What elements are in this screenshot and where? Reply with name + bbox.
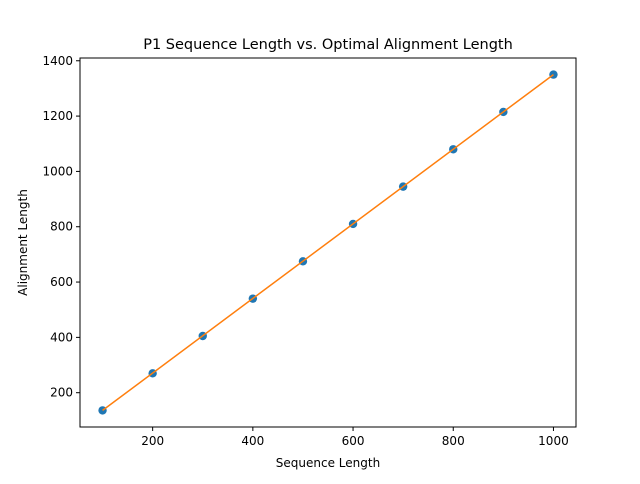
x-tick-label: 600: [342, 434, 365, 448]
y-tick-label: 1000: [42, 164, 73, 178]
x-tick-label: 200: [141, 434, 164, 448]
x-tick-label: 400: [241, 434, 264, 448]
axes-frame: [79, 57, 577, 428]
y-tick-label: 1200: [42, 109, 73, 123]
x-tick-label: 1000: [538, 434, 569, 448]
y-tick-label: 600: [50, 275, 73, 289]
fit-line: [102, 73, 554, 412]
y-tick-label: 1400: [42, 54, 73, 68]
x-axis: 200 400 600 800 1000: [141, 427, 569, 448]
chart-title: P1 Sequence Length vs. Optimal Alignment…: [143, 37, 513, 53]
y-tick-label: 800: [50, 220, 73, 234]
y-axis: 200 400 600 800 1000 1200 1400: [42, 54, 80, 400]
y-tick-label: 400: [50, 330, 73, 344]
x-tick-label: 800: [442, 434, 465, 448]
y-axis-label: Alignment Length: [16, 189, 30, 296]
x-axis-label: Sequence Length: [276, 456, 380, 470]
y-tick-label: 200: [50, 386, 73, 400]
plot-area: [98, 70, 558, 415]
